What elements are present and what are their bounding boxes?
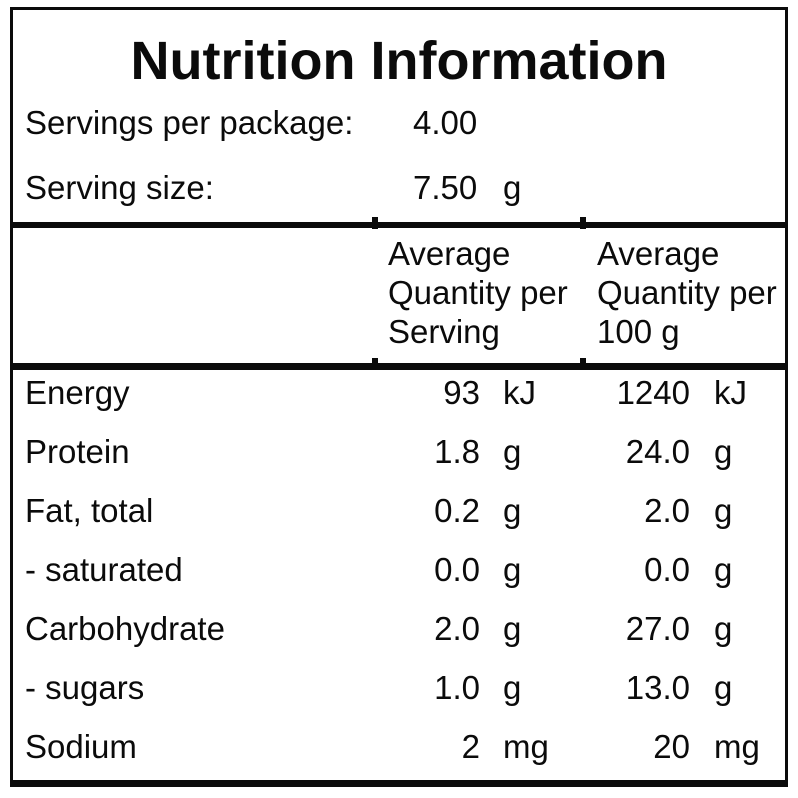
value-per-serving: 1.0 bbox=[434, 669, 480, 706]
column-divider-tick bbox=[372, 358, 378, 370]
panel-title: Nutrition Information bbox=[130, 31, 668, 91]
unit-per-100g: g bbox=[714, 492, 733, 529]
value-per-serving: 0.0 bbox=[434, 551, 480, 588]
nutrition-information-panel: Nutrition Information Servings per packa… bbox=[10, 7, 788, 787]
column-divider-tick bbox=[580, 358, 586, 370]
serving-size-unit: g bbox=[503, 169, 522, 206]
table-row: Sodium 2 mg 20 mg bbox=[13, 727, 785, 767]
table-row: Energy 93 kJ 1240 kJ bbox=[13, 373, 785, 413]
column-divider-tick bbox=[372, 217, 378, 229]
row-label: Carbohydrate bbox=[25, 610, 225, 647]
value-per-100g: 1240 bbox=[616, 374, 690, 411]
row-label: Fat, total bbox=[25, 492, 154, 529]
value-per-100g: 2.0 bbox=[644, 492, 690, 529]
unit-per-serving: mg bbox=[503, 728, 549, 765]
value-per-100g: 24.0 bbox=[625, 433, 690, 470]
row-label: Protein bbox=[25, 433, 130, 470]
unit-per-100g: g bbox=[714, 433, 733, 470]
table-row: Fat, total 0.2 g 2.0 g bbox=[13, 491, 785, 531]
servings-per-package-value: 4.00 bbox=[413, 104, 478, 141]
serving-size-value: 7.50 bbox=[413, 169, 478, 206]
serving-size-row: Serving size: 7.50 g bbox=[13, 168, 785, 208]
servings-per-package-row: Servings per package: 4.00 bbox=[13, 103, 785, 143]
value-per-100g: 0.0 bbox=[644, 551, 690, 588]
unit-per-100g: kJ bbox=[714, 374, 747, 411]
column-header-per-100g: Average Quantity per 100 g bbox=[597, 235, 777, 350]
servings-per-package-label: Servings per package: bbox=[25, 104, 354, 141]
value-per-serving: 2 bbox=[461, 728, 480, 765]
unit-per-serving: kJ bbox=[503, 374, 536, 411]
row-label: - saturated bbox=[25, 551, 183, 588]
value-per-100g: 13.0 bbox=[625, 669, 690, 706]
value-per-serving: 1.8 bbox=[434, 433, 480, 470]
table-row: Protein 1.8 g 24.0 g bbox=[13, 432, 785, 472]
unit-per-100g: g bbox=[714, 610, 733, 647]
unit-per-100g: mg bbox=[714, 728, 760, 765]
header-divider-rule bbox=[13, 217, 785, 229]
row-label: Energy bbox=[25, 374, 130, 411]
unit-per-serving: g bbox=[503, 551, 522, 588]
row-label: Sodium bbox=[25, 728, 137, 765]
value-per-100g: 20 bbox=[653, 728, 690, 765]
unit-per-100g: g bbox=[714, 551, 733, 588]
value-per-100g: 27.0 bbox=[625, 610, 690, 647]
table-row: Carbohydrate 2.0 g 27.0 g bbox=[13, 609, 785, 649]
unit-per-serving: g bbox=[503, 492, 522, 529]
unit-per-100g: g bbox=[714, 669, 733, 706]
serving-size-label: Serving size: bbox=[25, 169, 214, 206]
table-row: - saturated 0.0 g 0.0 g bbox=[13, 550, 785, 590]
column-divider-tick bbox=[580, 217, 586, 229]
row-label: - sugars bbox=[25, 669, 145, 706]
unit-per-serving: g bbox=[503, 610, 522, 647]
table-row: - sugars 1.0 g 13.0 g bbox=[13, 668, 785, 708]
body-divider-rule bbox=[13, 358, 785, 370]
value-per-serving: 93 bbox=[443, 374, 480, 411]
unit-per-serving: g bbox=[503, 669, 522, 706]
column-header-per-serving: Average Quantity per Serving bbox=[388, 235, 568, 350]
value-per-serving: 2.0 bbox=[434, 610, 480, 647]
unit-per-serving: g bbox=[503, 433, 522, 470]
value-per-serving: 0.2 bbox=[434, 492, 480, 529]
